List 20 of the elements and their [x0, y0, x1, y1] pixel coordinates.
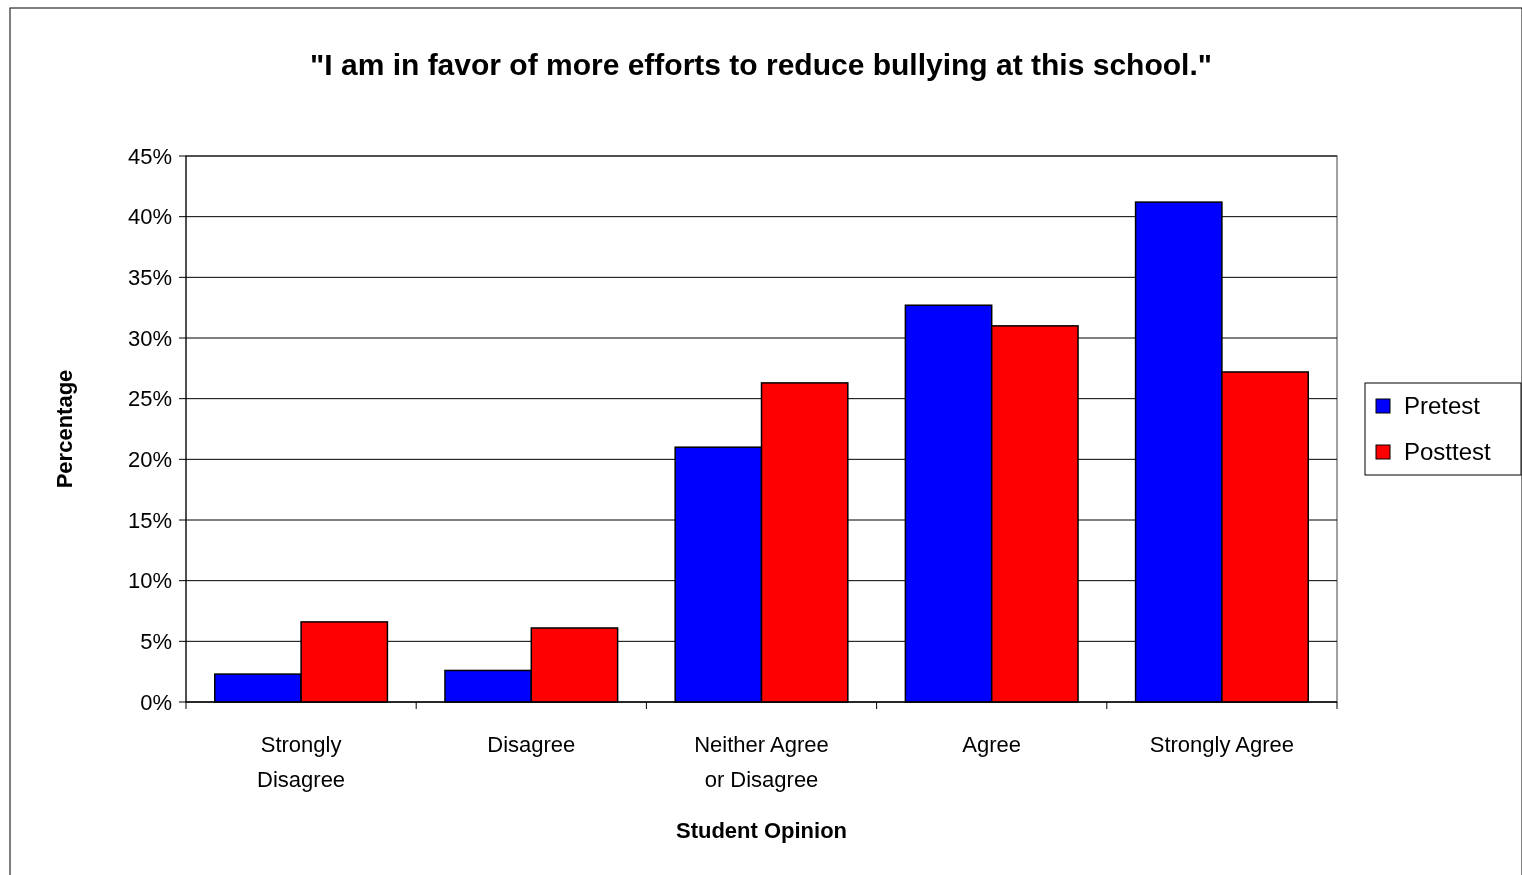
y-tick-label: 10%: [127, 568, 172, 594]
y-tick-label: 15%: [127, 507, 172, 533]
y-tick-label: 20%: [127, 447, 172, 473]
chart-title: "I am in favor of more efforts to reduce bullying at this school.": [310, 48, 1212, 81]
y-tick-label: 35%: [127, 265, 172, 291]
x-tick-label: Neither Agree or Disagree: [694, 732, 829, 792]
legend-label: Pretest: [1404, 392, 1481, 420]
x-tick-label: Agree: [962, 732, 1022, 757]
y-tick-label: 40%: [127, 204, 172, 230]
y-tick-label: 30%: [127, 325, 172, 351]
x-tick-label: Strongly Disagree: [257, 732, 346, 792]
y-axis-title: Percentage: [52, 369, 77, 489]
x-tick-label: Disagree: [487, 732, 576, 757]
legend-label: Posttest: [1404, 438, 1492, 466]
x-tick-label: Strongly Agree: [1149, 732, 1295, 757]
y-tick-label: 5%: [140, 629, 172, 655]
y-tick-label: 25%: [127, 386, 172, 412]
y-tick-label: 0%: [140, 689, 172, 715]
y-tick-label: 45%: [127, 143, 172, 169]
x-axis-title: Student Opinion: [675, 818, 848, 843]
